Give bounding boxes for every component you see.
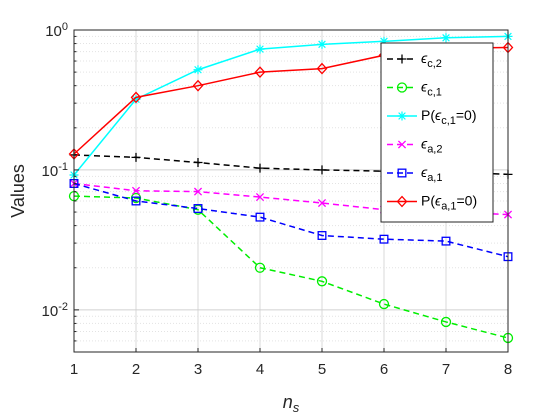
data-point bbox=[255, 212, 265, 222]
data-point bbox=[254, 66, 266, 79]
legend-item: ϵc,1 bbox=[387, 79, 442, 99]
data-point bbox=[441, 33, 451, 43]
series-line bbox=[73, 182, 509, 258]
legend-label-part: a,2 bbox=[427, 144, 442, 156]
x-axis-label-sub: s bbox=[293, 400, 300, 415]
legend-label-part: c,2 bbox=[427, 58, 442, 70]
x-axis-label-main: n bbox=[283, 392, 293, 412]
legend-label-part: c,1 bbox=[427, 87, 442, 99]
y-tick-label: 10-1 bbox=[42, 161, 68, 180]
data-point bbox=[192, 79, 204, 92]
data-point bbox=[317, 39, 327, 49]
y-tick-label: 10-2 bbox=[42, 301, 68, 320]
data-point bbox=[193, 65, 203, 75]
data-point bbox=[317, 231, 327, 240]
legend-label-part: =0) bbox=[456, 107, 477, 123]
legend-label-part: P( bbox=[421, 193, 435, 209]
series-line bbox=[73, 35, 509, 176]
legend-marker bbox=[396, 82, 408, 93]
data-point bbox=[255, 193, 265, 202]
y-tick-exponent: -1 bbox=[58, 161, 68, 173]
data-point bbox=[193, 187, 203, 196]
x-axis-label: ns bbox=[283, 392, 300, 415]
data-point bbox=[255, 163, 265, 173]
data-point bbox=[131, 152, 141, 162]
legend-label-part: a,1 bbox=[441, 201, 456, 213]
legend-item: P(ϵa,1=0) bbox=[387, 193, 477, 213]
legend-label-part: ϵ bbox=[435, 107, 442, 123]
data-point bbox=[440, 316, 452, 328]
legend-label-part: ϵ bbox=[421, 136, 428, 152]
data-point bbox=[317, 165, 327, 175]
legend-label-part: P( bbox=[421, 107, 435, 123]
legend-item: ϵa,1 bbox=[387, 164, 442, 184]
legend-item: ϵc,2 bbox=[387, 50, 442, 70]
data-point bbox=[130, 192, 142, 204]
legend-label: P(ϵc,1=0) bbox=[421, 107, 477, 127]
x-tick-label: 8 bbox=[504, 361, 512, 378]
data-point bbox=[193, 158, 203, 168]
x-tick-label: 5 bbox=[318, 361, 326, 378]
legend-label-part: ϵ bbox=[435, 193, 442, 209]
data-point bbox=[254, 262, 266, 273]
legend-marker bbox=[396, 195, 408, 208]
x-tick-label: 6 bbox=[380, 361, 388, 378]
legend-item: P(ϵc,1=0) bbox=[387, 107, 477, 127]
y-tick-exponent: -2 bbox=[58, 301, 68, 313]
legend-box bbox=[380, 42, 494, 223]
x-tick-label: 1 bbox=[70, 361, 78, 378]
data-point bbox=[379, 36, 389, 46]
legend-label-part: ϵ bbox=[421, 79, 428, 95]
legend-marker bbox=[397, 54, 407, 64]
data-point bbox=[131, 94, 141, 104]
plot-border bbox=[73, 29, 509, 353]
legend-label-part: c,1 bbox=[441, 115, 456, 127]
y-tick-base: 10 bbox=[42, 163, 59, 180]
data-point bbox=[379, 234, 389, 244]
y-tick-base: 10 bbox=[42, 303, 59, 320]
data-point bbox=[316, 62, 328, 75]
legend-label-part: ϵ bbox=[421, 50, 428, 66]
x-tick-label: 3 bbox=[194, 361, 202, 378]
legend-label-part: a,1 bbox=[427, 172, 442, 184]
x-tick-label: 2 bbox=[132, 361, 140, 378]
grid bbox=[73, 29, 509, 352]
legend-item: ϵa,2 bbox=[387, 136, 442, 156]
legend-marker bbox=[397, 111, 407, 121]
series-line bbox=[73, 195, 509, 339]
y-tick-exponent: 0 bbox=[62, 21, 68, 33]
data-point bbox=[441, 236, 451, 246]
data-point bbox=[193, 204, 203, 213]
x-tick-label: 7 bbox=[442, 361, 450, 378]
legend-label-part: ϵ bbox=[421, 164, 428, 180]
data-point bbox=[131, 186, 141, 195]
legend-label-part: =0) bbox=[456, 193, 477, 209]
data-point bbox=[130, 91, 142, 104]
data-point bbox=[317, 198, 327, 208]
data-point bbox=[378, 298, 390, 310]
legend: ϵc,2ϵc,1P(ϵc,1=0)ϵa,2ϵa,1P(ϵa,1=0) bbox=[380, 42, 494, 223]
data-point bbox=[316, 276, 328, 287]
data-point bbox=[131, 196, 141, 206]
legend-label: ϵc,2 bbox=[421, 50, 442, 70]
legend-label: ϵa,2 bbox=[421, 136, 442, 156]
y-tick-label: 100 bbox=[45, 21, 68, 40]
x-tick-label: 4 bbox=[256, 361, 264, 378]
y-axis-label: Values bbox=[8, 164, 28, 218]
series-2 bbox=[69, 31, 513, 180]
data-point bbox=[255, 44, 265, 54]
legend-label: P(ϵa,1=0) bbox=[421, 193, 477, 213]
legend-label: ϵc,1 bbox=[421, 79, 442, 99]
legend-label: ϵa,1 bbox=[421, 164, 442, 184]
y-tick-base: 10 bbox=[45, 23, 62, 40]
legend-marker bbox=[397, 168, 407, 178]
legend-marker bbox=[397, 140, 407, 149]
